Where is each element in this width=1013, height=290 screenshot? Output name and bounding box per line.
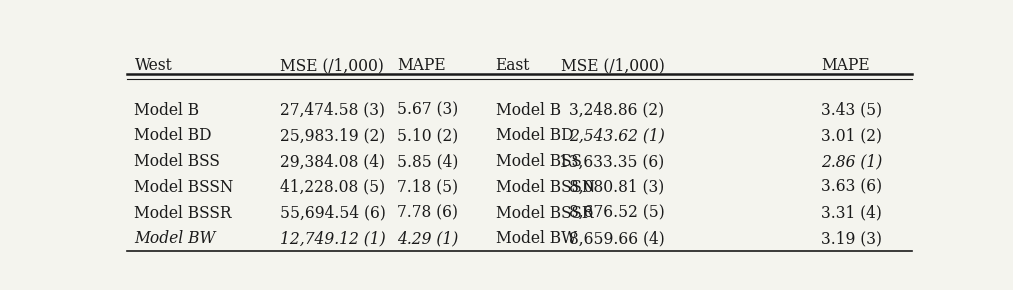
Text: Model BSSR: Model BSSR [135,204,232,222]
Text: 41,228.08 (5): 41,228.08 (5) [280,179,385,196]
Text: 5.85 (4): 5.85 (4) [397,153,459,170]
Text: 25,983.19 (2): 25,983.19 (2) [280,128,385,144]
Text: Model BSSN: Model BSSN [135,179,234,196]
Text: East: East [495,57,530,74]
Text: West: West [135,57,172,74]
Text: MAPE: MAPE [397,57,446,74]
Text: Model BSS: Model BSS [135,153,221,170]
Text: 3.19 (3): 3.19 (3) [822,230,882,247]
Text: Model BD: Model BD [495,128,573,144]
Text: 8,659.66 (4): 8,659.66 (4) [568,230,665,247]
Text: 3.31 (4): 3.31 (4) [822,204,882,222]
Text: Model BSSR: Model BSSR [495,204,593,222]
Text: 55,694.54 (6): 55,694.54 (6) [280,204,386,222]
Text: 12,749.12 (1): 12,749.12 (1) [280,230,385,247]
Text: 2,543.62 (1): 2,543.62 (1) [568,128,665,144]
Text: Model B: Model B [135,102,200,119]
Text: Model BW: Model BW [495,230,576,247]
Text: 4.29 (1): 4.29 (1) [397,230,459,247]
Text: Model BSS: Model BSS [495,153,581,170]
Text: 2.86 (1): 2.86 (1) [822,153,882,170]
Text: 5.67 (3): 5.67 (3) [397,102,459,119]
Text: 7.78 (6): 7.78 (6) [397,204,459,222]
Text: MSE (/1,000): MSE (/1,000) [280,57,384,74]
Text: 8,080.81 (3): 8,080.81 (3) [569,179,665,196]
Text: 3,248.86 (2): 3,248.86 (2) [569,102,665,119]
Text: Model BW: Model BW [135,230,216,247]
Text: 29,384.08 (4): 29,384.08 (4) [280,153,385,170]
Text: 7.18 (5): 7.18 (5) [397,179,459,196]
Text: MSE (/1,000): MSE (/1,000) [560,57,665,74]
Text: 3.01 (2): 3.01 (2) [822,128,882,144]
Text: 8,676.52 (5): 8,676.52 (5) [568,204,665,222]
Text: Model B: Model B [495,102,561,119]
Text: 3.43 (5): 3.43 (5) [822,102,882,119]
Text: Model BSSN: Model BSSN [495,179,595,196]
Text: 5.10 (2): 5.10 (2) [397,128,459,144]
Text: 3.63 (6): 3.63 (6) [822,179,882,196]
Text: MAPE: MAPE [822,57,870,74]
Text: 27,474.58 (3): 27,474.58 (3) [280,102,385,119]
Text: 13,633.35 (6): 13,633.35 (6) [559,153,665,170]
Text: Model BD: Model BD [135,128,212,144]
